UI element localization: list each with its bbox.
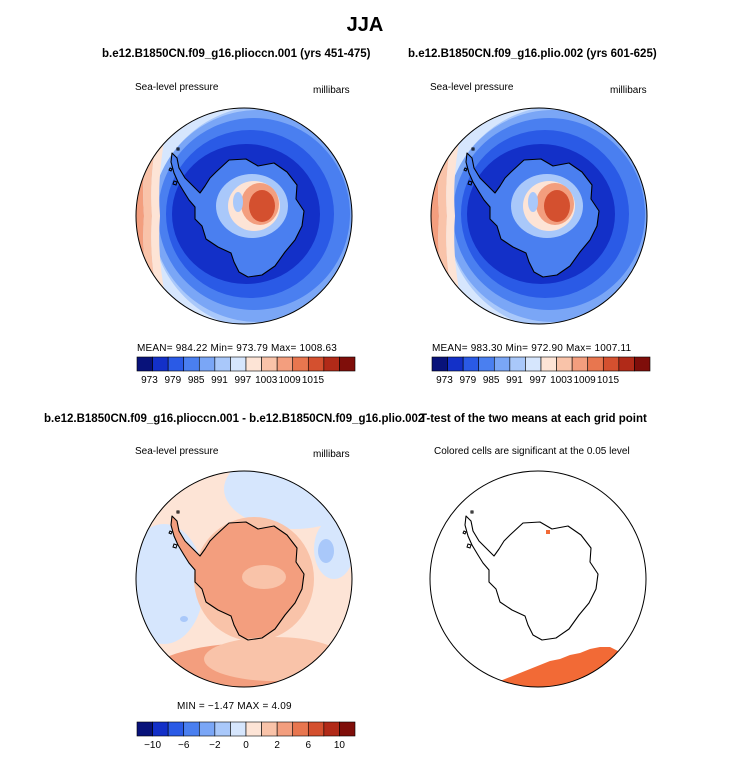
- panel1-map: [135, 107, 353, 325]
- colorbar-tick-label: 0: [243, 740, 249, 751]
- colorbar-swatch: [198, 721, 216, 737]
- colorbar-swatch: [447, 356, 464, 372]
- panel1-title: b.e12.B1850CN.f09_g16.plioccn.001 (yrs 4…: [102, 48, 371, 60]
- colorbar-tick-label: 973: [141, 375, 158, 386]
- colorbar-swatch: [339, 721, 356, 737]
- panel3-title: b.e12.B1850CN.f09_g16.plioccn.001 - b.e1…: [44, 413, 425, 425]
- colorbar-swatch: [152, 356, 169, 372]
- colorbar-swatch: [431, 356, 448, 372]
- panel3-colorbar-labels: −10 −6 −2 0 2 6 10: [137, 740, 355, 754]
- colorbar-swatch: [618, 356, 635, 372]
- panel2-map: [430, 107, 648, 325]
- colorbar-tick-label: 991: [211, 375, 228, 386]
- colorbar-swatch: [571, 356, 589, 372]
- colorbar-tick-label: 985: [187, 375, 205, 386]
- panel4-note: Colored cells are significant at the 0.0…: [434, 446, 630, 457]
- panel1-units: millibars: [313, 85, 350, 96]
- colorbar-swatch: [307, 356, 325, 372]
- colorbar-swatch: [214, 356, 231, 372]
- panel1-stats: MEAN= 984.22 Min= 973.79 Max= 1008.63: [137, 343, 338, 354]
- colorbar-swatch: [525, 356, 542, 372]
- colorbar-tick-label: 1009: [278, 375, 301, 386]
- colorbar-swatch: [183, 356, 200, 372]
- colorbar-swatch: [602, 356, 620, 372]
- colorbar-tick-label: −10: [144, 740, 162, 751]
- main-title: JJA: [346, 14, 384, 36]
- colorbar-tick-label: 1009: [573, 375, 596, 386]
- colorbar-swatch: [634, 356, 651, 372]
- colorbar-tick-label: 973: [436, 375, 453, 386]
- colorbar-swatch: [509, 356, 526, 372]
- colorbar-tick-label: −6: [178, 740, 190, 751]
- colorbar-swatch: [214, 721, 231, 737]
- panel2-stats: MEAN= 983.30 Min= 972.90 Max= 1007.11: [432, 343, 632, 354]
- colorbar-swatch: [493, 356, 511, 372]
- panel2-units: millibars: [610, 85, 647, 96]
- colorbar-swatch: [152, 721, 169, 737]
- colorbar-swatch: [198, 356, 216, 372]
- colorbar-swatch: [587, 356, 604, 372]
- colorbar-tick-label: 10: [333, 740, 345, 751]
- panel3-stats: MIN = −1.47 MAX = 4.09: [177, 701, 292, 712]
- colorbar-swatch: [136, 356, 153, 372]
- colorbar-swatch: [540, 356, 557, 372]
- colorbar-tick-label: −2: [209, 740, 221, 751]
- colorbar-swatch: [276, 721, 294, 737]
- colorbar-tick-label: 991: [506, 375, 523, 386]
- colorbar-swatch: [307, 721, 325, 737]
- panel2-colorbar-labels: 973 979 985 991 997 1003 1009 1015: [432, 375, 650, 389]
- colorbar-tick-label: 997: [529, 375, 547, 386]
- panel2-title: b.e12.B1850CN.f09_g16.plio.002 (yrs 601-…: [408, 48, 657, 60]
- colorbar-swatch: [245, 356, 262, 372]
- colorbar-swatch: [462, 356, 480, 372]
- colorbar-swatch: [556, 356, 573, 372]
- panel1-colorbar-labels: 973 979 985 991 997 1003 1009 1015: [137, 375, 355, 389]
- colorbar-swatch: [292, 356, 309, 372]
- colorbar-swatch: [136, 721, 153, 737]
- colorbar-swatch: [245, 721, 262, 737]
- colorbar-swatch: [339, 356, 356, 372]
- colorbar-tick-label: 979: [459, 375, 477, 386]
- panel3-map: [135, 470, 353, 688]
- colorbar-swatch: [323, 721, 340, 737]
- panel1-colorbar: [136, 356, 356, 372]
- colorbar-swatch: [292, 721, 309, 737]
- colorbar-tick-label: 6: [305, 740, 312, 751]
- colorbar-swatch: [261, 356, 278, 372]
- panel2-variable: Sea-level pressure: [430, 82, 514, 93]
- colorbar-swatch: [478, 356, 495, 372]
- colorbar-swatch: [167, 356, 185, 372]
- colorbar-tick-label: 2: [274, 740, 280, 751]
- panel1-variable: Sea-level pressure: [135, 82, 219, 93]
- colorbar-tick-label: 1003: [550, 375, 573, 386]
- panel3-units: millibars: [313, 449, 350, 460]
- colorbar-swatch: [230, 356, 247, 372]
- colorbar-tick-label: 1015: [596, 375, 620, 386]
- colorbar-swatch: [276, 356, 294, 372]
- panel2-colorbar: [431, 356, 651, 372]
- colorbar-tick-label: 979: [164, 375, 182, 386]
- panel4-title: T-test of the two means at each grid poi…: [420, 413, 647, 425]
- colorbar-tick-label: 1003: [255, 375, 278, 386]
- panel3-variable: Sea-level pressure: [135, 446, 219, 457]
- colorbar-swatch: [261, 721, 278, 737]
- colorbar-tick-label: 997: [234, 375, 252, 386]
- panel4-map: [429, 470, 647, 688]
- colorbar-tick-label: 985: [482, 375, 500, 386]
- colorbar-swatch: [230, 721, 247, 737]
- colorbar-tick-label: 1015: [301, 375, 325, 386]
- colorbar-swatch: [167, 721, 185, 737]
- colorbar-swatch: [183, 721, 200, 737]
- colorbar-swatch: [323, 356, 340, 372]
- panel3-colorbar: [136, 721, 356, 737]
